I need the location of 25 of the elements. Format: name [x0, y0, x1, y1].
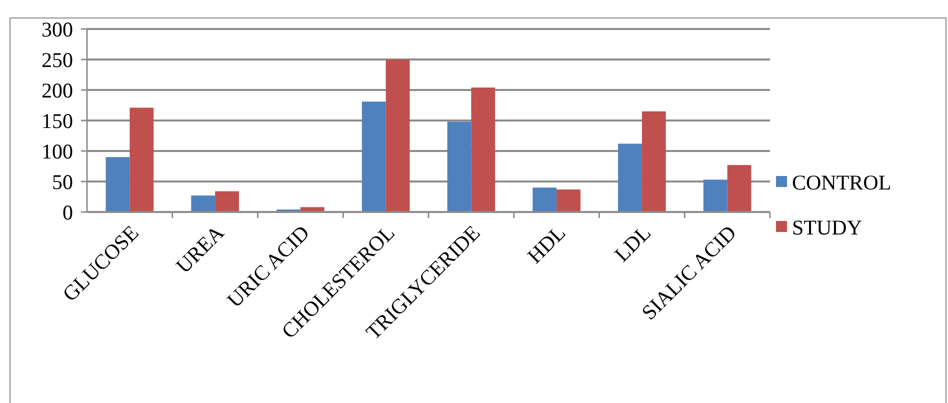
x-tick-label: HDL — [522, 220, 570, 268]
y-tick-label: 200 — [42, 78, 73, 102]
y-tick-label: 300 — [42, 17, 73, 42]
bar — [703, 180, 728, 212]
y-tick-label: 0 — [62, 200, 73, 224]
y-tick-label: 50 — [52, 170, 73, 194]
y-tick-label: 100 — [42, 139, 73, 164]
bar — [471, 88, 496, 212]
bar — [130, 108, 154, 212]
y-tick-label: 250 — [42, 48, 73, 72]
x-tick-label: LDL — [610, 220, 656, 266]
bar — [642, 111, 666, 212]
bar — [532, 188, 557, 212]
bar — [386, 60, 410, 212]
bar — [556, 189, 580, 212]
legend-label: STUDY — [792, 215, 862, 240]
bar — [191, 196, 216, 212]
y-tick-label: 150 — [42, 108, 73, 133]
bar — [215, 191, 239, 212]
bar — [618, 144, 642, 212]
bar — [727, 165, 752, 212]
bar — [362, 102, 386, 212]
legend-label: CONTROL — [792, 170, 892, 194]
bar — [106, 157, 130, 212]
bar — [447, 122, 472, 212]
